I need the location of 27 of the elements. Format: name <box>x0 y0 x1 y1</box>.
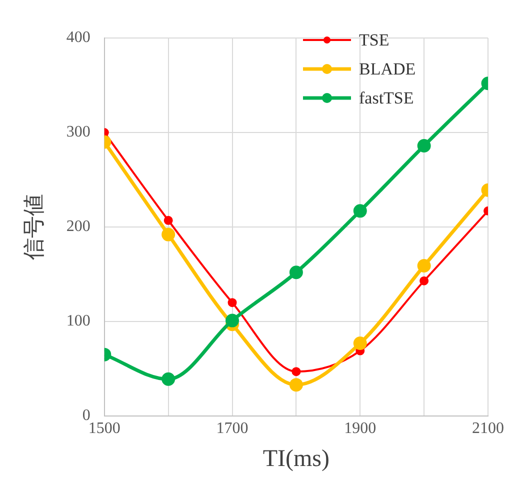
point <box>420 276 429 286</box>
point <box>417 138 431 152</box>
x-tick-label: 1900 <box>344 420 376 437</box>
x-tick-label: 1700 <box>216 420 248 437</box>
x-axis-title: TI(ms) <box>262 446 330 472</box>
point <box>162 228 176 242</box>
legend-label: fastTSE <box>359 88 414 108</box>
y-tick-label: 100 <box>66 312 90 330</box>
point <box>228 298 237 308</box>
point <box>417 258 431 272</box>
point <box>292 367 301 376</box>
point <box>353 204 367 218</box>
y-tick-label: 400 <box>66 29 90 46</box>
legend-label: BLADE <box>359 59 416 78</box>
y-tick-label: 200 <box>66 218 90 236</box>
legend-label: TSE <box>359 30 390 50</box>
point <box>289 378 303 392</box>
y-axis-title: 信号値 <box>22 194 47 260</box>
point <box>289 266 303 280</box>
point <box>226 314 240 328</box>
x-tick-label: 2100 <box>472 420 504 437</box>
y-tick-label: 300 <box>66 124 90 141</box>
point <box>164 216 173 225</box>
point <box>353 336 367 350</box>
point <box>162 372 176 386</box>
y-tick-label: 0 <box>82 407 90 424</box>
x-tick-label: 1500 <box>88 420 120 437</box>
